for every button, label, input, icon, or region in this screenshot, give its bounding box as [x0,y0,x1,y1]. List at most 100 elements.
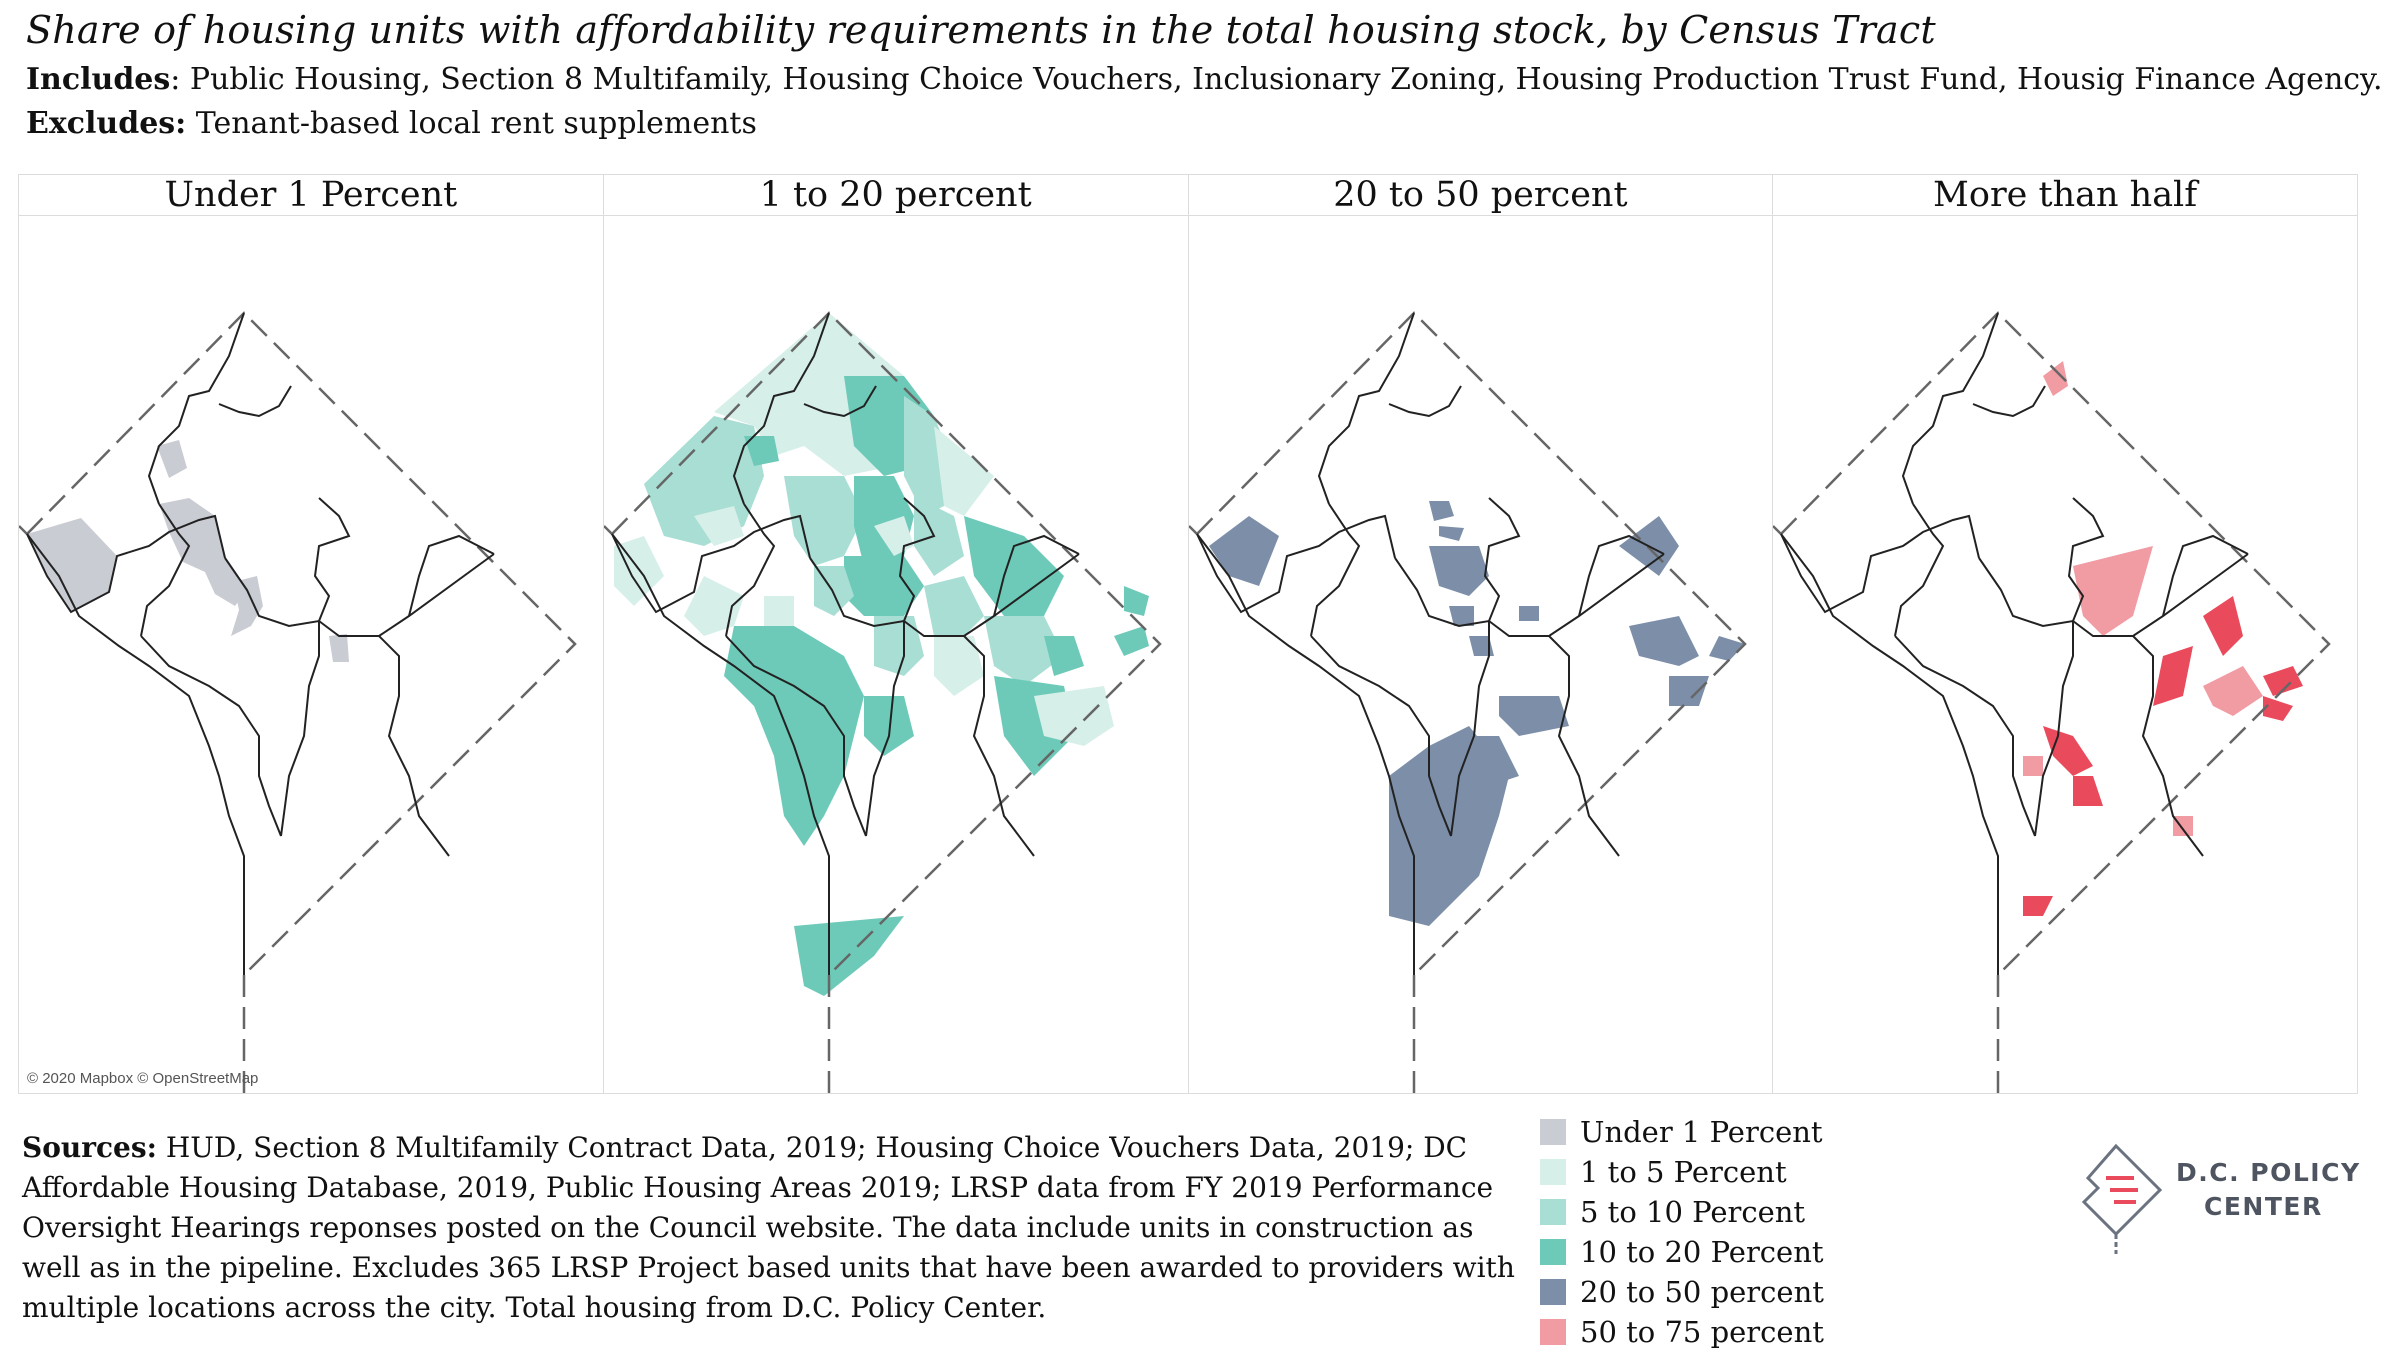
tract-fill [2263,696,2294,721]
map-panel-20-to-50[interactable]: 20 to 50 percent [1187,175,1773,1095]
dc-map [1773,311,2332,1095]
tract-fill [1468,636,1494,656]
legend-item[interactable]: 1 to 5 Percent [1540,1152,1824,1192]
tract-fill [763,596,794,626]
tract-fill [2173,816,2194,836]
excludes-text: Tenant-based local rent supplements [186,106,757,141]
tract-fill [1033,686,1114,746]
tract-fill [1708,636,1745,661]
tract-fill [2203,596,2244,656]
legend-label: Under 1 Percent [1580,1115,1823,1149]
tract-fill [783,476,864,566]
tract-fill [1428,501,1454,521]
tract-fill [1498,696,1569,736]
river-shoreline [26,533,245,975]
river-shoreline [1195,533,1415,975]
panel-title: Under 1 Percent [19,175,603,216]
river-shoreline [1780,533,2000,975]
tract-fill [2263,666,2304,696]
chart-title: Share of housing units with affordabilit… [26,8,1936,52]
tract-fill [2153,646,2194,706]
logo-line-2: CENTER [2204,1192,2323,1221]
logo-line-1: D.C. POLICY [2176,1158,2361,1187]
tract-fill [843,556,924,616]
legend-swatch [1540,1119,1566,1145]
tract-fill [157,440,187,478]
includes-line: Includes: Public Housing, Section 8 Mult… [26,62,2383,97]
legend-label: 1 to 5 Percent [1580,1155,1787,1189]
legend-swatch [1540,1319,1566,1345]
tract-fill [159,498,247,606]
map-panel-under-1[interactable]: Under 1 Percent [19,175,603,1095]
includes-text: : Public Housing, Section 8 Multifamily,… [170,62,2383,97]
legend-label: 50 to 75 percent [1580,1315,1824,1349]
tract-fill [1438,526,1464,541]
legend-swatch [1540,1279,1566,1305]
tract-fill [933,426,994,516]
dc-boundary [603,311,1162,1095]
dc-boundary [1773,311,2332,1095]
legend-label: 10 to 20 Percent [1580,1235,1824,1269]
tract-fills [27,440,349,662]
dc-map [19,311,577,1095]
excludes-label: Excludes: [26,106,187,141]
dc-boundary [1188,311,1747,1095]
legend-label: 5 to 10 Percent [1580,1195,1806,1229]
legend-item[interactable]: 5 to 10 Percent [1540,1192,1824,1232]
legend-swatch [1540,1199,1566,1225]
dc-policy-center-logo[interactable]: D.C. POLICY CENTER [2076,1138,2359,1268]
tract-fill [1123,586,1149,616]
tract-fill [2023,756,2044,776]
sources-label: Sources: [22,1131,157,1164]
ward-lines [26,312,495,857]
tract-fill [743,436,779,466]
excludes-line: Excludes: Tenant-based local rent supple… [26,106,757,141]
tract-fill [873,616,924,676]
tract-fill [963,516,1064,616]
dc-map-document-icon [2081,1143,2163,1254]
tract-fill [1388,726,1509,926]
tract-fill [1113,626,1149,656]
legend-item[interactable]: 20 to 50 percent [1540,1272,1824,1312]
tract-fill [1518,606,1539,621]
tract-fill [923,576,984,636]
map-attribution[interactable]: © 2020 Mapbox © OpenStreetMap [27,1070,259,1087]
tract-fill [2203,666,2264,716]
tract-fill [913,496,964,576]
map-panel-more-than-half[interactable]: More than half [1772,175,2357,1095]
tract-fill [27,518,117,612]
legend-item[interactable]: 50 to 75 percent [1540,1312,1824,1352]
ward-lines [1195,312,1665,857]
legend-swatch [1540,1239,1566,1265]
legend-item[interactable]: Under 1 Percent [1540,1112,1824,1152]
tract-fill [1458,736,1519,786]
legend-item[interactable]: 10 to 20 Percent [1540,1232,1824,1272]
tract-fill [2023,896,2054,916]
sources-text: HUD, Section 8 Multifamily Contract Data… [22,1131,1515,1324]
tract-fills [2023,361,2304,916]
map-panels: Under 1 Percent [18,174,2358,1095]
panel-title: 1 to 20 percent [603,175,1188,216]
tract-fill [2073,546,2154,636]
tract-fill [2043,361,2069,396]
tract-fill [1628,616,1699,666]
tract-fills [613,313,1149,996]
dc-map [1188,311,1747,1095]
river-shoreline [610,533,830,975]
panel-title: More than half [1773,175,2357,216]
ward-lines [1780,312,2249,857]
map-panel-1-to-20[interactable]: 1 to 20 percent [602,175,1188,1095]
ward-lines [610,312,1080,857]
tract-fill [1668,676,1709,706]
tract-fill [693,506,744,546]
legend: Under 1 Percent 1 to 5 Percent 5 to 10 P… [1540,1112,1824,1352]
panel-title: 20 to 50 percent [1188,175,1773,216]
tract-fill [1428,546,1489,596]
tract-fill [1448,606,1474,626]
tract-fill [1043,636,1084,676]
tract-fill [2073,776,2104,806]
dc-map [603,311,1162,1095]
legend-swatch [1540,1159,1566,1185]
legend-label: 20 to 50 percent [1580,1275,1824,1309]
tract-fill [1208,516,1279,586]
